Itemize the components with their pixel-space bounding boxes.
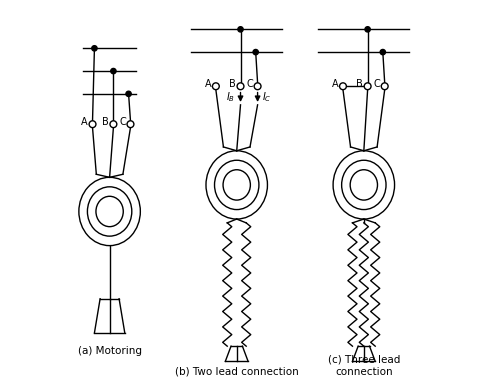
Circle shape [110,121,117,127]
Text: C: C [119,117,126,127]
Text: $I_B$: $I_B$ [226,90,235,104]
Circle shape [92,46,97,51]
Text: C: C [374,79,380,89]
Circle shape [364,83,371,90]
Circle shape [340,83,346,90]
Text: (b) Two lead connection: (b) Two lead connection [175,367,298,377]
Text: B: B [356,79,363,89]
Circle shape [238,27,243,32]
Text: A: A [332,79,338,89]
Text: B: B [229,79,236,89]
Circle shape [382,83,388,90]
Text: B: B [102,117,109,127]
Circle shape [237,83,244,90]
Circle shape [254,83,261,90]
Text: (a) Motoring: (a) Motoring [78,346,142,356]
Text: C: C [246,79,253,89]
Circle shape [89,121,96,127]
Circle shape [365,27,370,32]
Circle shape [253,49,258,55]
Text: $I_C$: $I_C$ [262,90,272,104]
Circle shape [127,121,134,127]
Circle shape [380,49,386,55]
Circle shape [110,69,116,74]
Text: (c) Three lead
connection: (c) Three lead connection [328,355,400,377]
Circle shape [212,83,220,90]
Circle shape [126,91,131,97]
Text: A: A [82,117,88,127]
Text: A: A [204,79,212,89]
